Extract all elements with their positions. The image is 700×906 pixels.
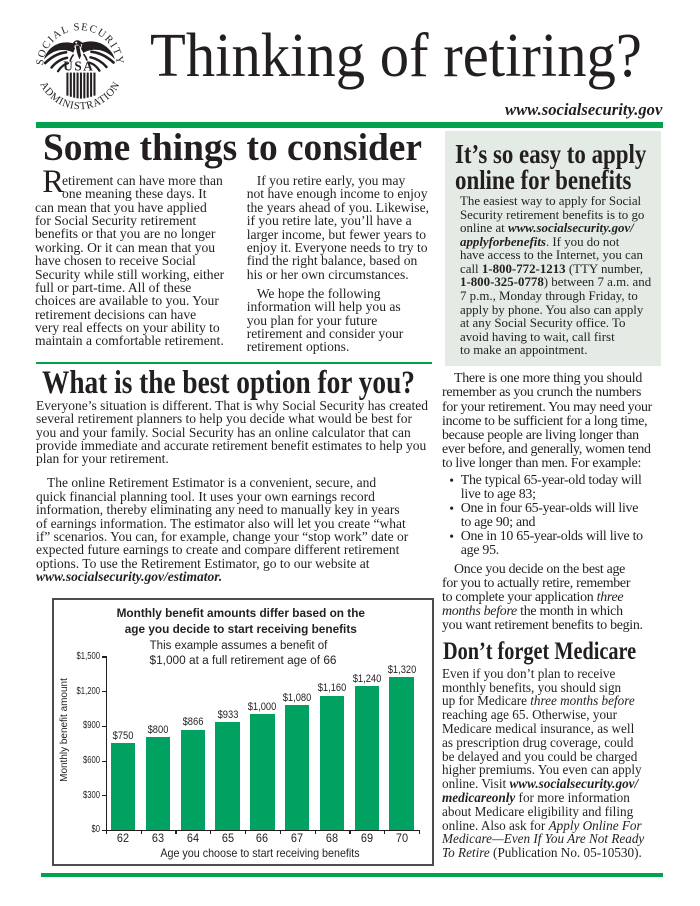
- svg-text:USA: USA: [63, 59, 94, 74]
